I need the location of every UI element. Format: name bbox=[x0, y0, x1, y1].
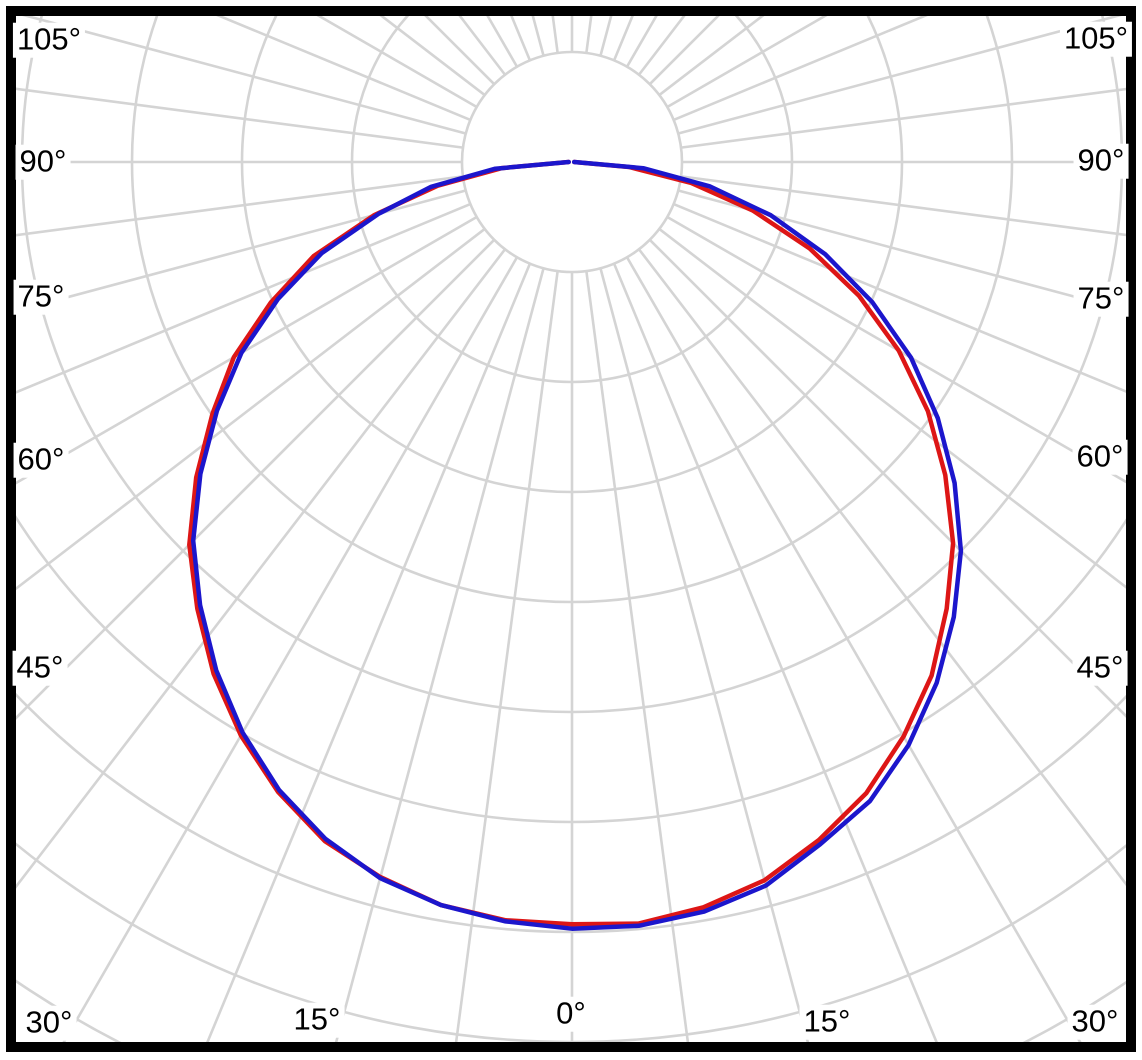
grid-radial-line bbox=[599, 267, 810, 1042]
grid-radial-line bbox=[625, 256, 1082, 1042]
grid-radial-line bbox=[16, 202, 471, 394]
angle-label-bottom-30: 30° bbox=[21, 1005, 77, 1041]
grid-radial-line bbox=[16, 87, 464, 149]
angle-label-bottom-30: 30° bbox=[1067, 1004, 1123, 1040]
series-blue-curve bbox=[190, 159, 964, 931]
grid-radial-line bbox=[673, 16, 928, 122]
grid-radial-line bbox=[648, 238, 1126, 718]
grid-radial-line bbox=[16, 227, 486, 591]
angle-label-right-45: 45° bbox=[1072, 650, 1128, 686]
chart-frame bbox=[6, 6, 1136, 1052]
grid-radial-line bbox=[206, 263, 532, 1042]
angle-label-right-90: 90° bbox=[1073, 143, 1129, 179]
grid-radial-line bbox=[62, 256, 519, 1042]
angle-label-bottom-15: 15° bbox=[289, 1002, 345, 1038]
angle-label-bottom-15: 15° bbox=[799, 1004, 855, 1040]
grid-radial-line bbox=[680, 175, 1126, 237]
grid-radial-line bbox=[16, 175, 464, 237]
grid-radial-line bbox=[334, 267, 545, 1042]
angle-label-right-75: 75° bbox=[1073, 281, 1129, 317]
angle-label-left-75: 75° bbox=[13, 279, 69, 315]
grid-radial-line bbox=[216, 16, 471, 122]
grid-radial-line bbox=[637, 248, 1126, 887]
grid-radial-line bbox=[673, 202, 1126, 393]
angle-label-left-105: 105° bbox=[12, 22, 86, 58]
grid-radial-line bbox=[16, 215, 478, 485]
angle-label-left-45: 45° bbox=[12, 650, 68, 686]
grid-radial-line bbox=[666, 215, 1126, 484]
grid-radial-line bbox=[16, 189, 467, 313]
angle-label-left-60: 60° bbox=[13, 442, 69, 478]
grid-radial-line bbox=[16, 238, 496, 720]
grid-radial-line bbox=[612, 263, 938, 1042]
grid-radial-line bbox=[677, 189, 1126, 312]
grid-radial-line bbox=[658, 227, 1126, 589]
angle-label-bottom-0: 0° bbox=[552, 996, 590, 1032]
angle-label-right-60: 60° bbox=[1072, 439, 1128, 475]
angle-label-right-105: 105° bbox=[1059, 21, 1133, 57]
series-red-curve bbox=[187, 159, 956, 927]
grid-radial-line bbox=[22, 16, 467, 135]
grid-radial-line bbox=[16, 248, 507, 889]
grid-radial-line bbox=[585, 270, 690, 1042]
grid-radial-line bbox=[680, 87, 1126, 149]
angle-label-left-90: 90° bbox=[15, 144, 71, 180]
grid-radial-line bbox=[677, 16, 1122, 135]
grid-radial-line bbox=[454, 270, 559, 1042]
